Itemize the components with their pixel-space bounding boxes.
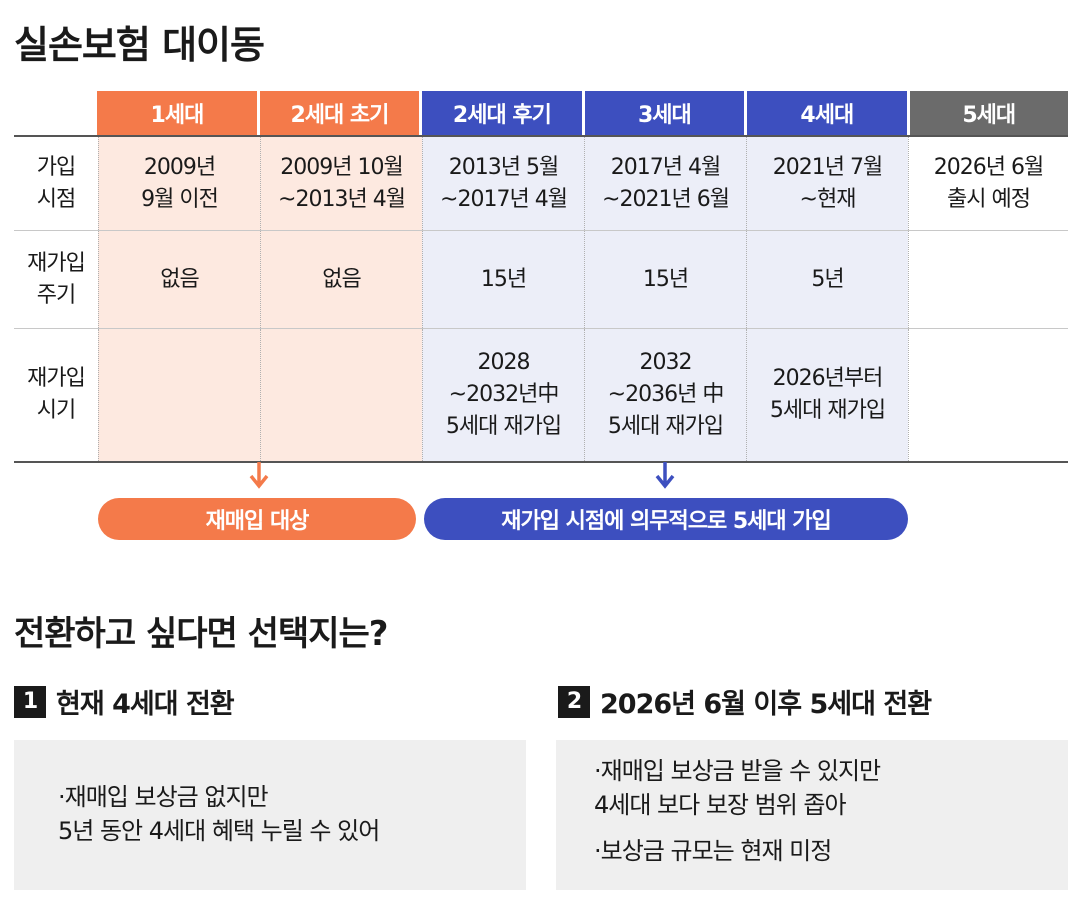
table-cell xyxy=(908,329,1068,461)
row-label-join-date: 가입 시점 xyxy=(36,154,76,212)
table-cell: 2021년 7월 ~현재 xyxy=(746,137,908,230)
table-cell: 2032 ~2036년 中 5세대 재가입 xyxy=(584,329,746,461)
option-title: 현재 4세대 전환 xyxy=(56,689,235,720)
header-spacer xyxy=(14,91,97,135)
bullet-text: ·재매입 보상금 받을 수 있지만 4세대 보다 보장 범위 좁아 xyxy=(594,757,881,820)
table-cell: 2017년 4월 ~2021년 6월 xyxy=(584,137,746,230)
table-row: 재가입 시기 2028 ~2032년中 5세대 재가입 2032 ~2036년 … xyxy=(14,329,1068,461)
table-cell: 2009년 9월 이전 xyxy=(98,137,260,230)
table-cell: 2009년 10월 ~2013년 4월 xyxy=(260,137,422,230)
table-cell xyxy=(908,231,1068,328)
header-gen4: 4세대 xyxy=(747,91,907,135)
table-cell xyxy=(260,329,422,461)
table-cell: 2013년 5월 ~2017년 4월 xyxy=(422,137,584,230)
header-gen1: 1세대 xyxy=(97,91,257,135)
bullet-text: ·보상금 규모는 현재 미정 xyxy=(594,837,832,866)
option-1-heading: 1 현재 4세대 전환 xyxy=(14,682,235,721)
header-gen3: 3세대 xyxy=(584,91,745,135)
option-1-box: ·재매입 보상금 없지만 5년 동안 4세대 혜택 누릴 수 있어 xyxy=(14,740,526,890)
bullet-text: ·재매입 보상금 없지만 5년 동안 4세대 혜택 누릴 수 있어 xyxy=(58,783,380,846)
option-2-heading: 2 2026년 6월 이후 5세대 전환 xyxy=(558,682,932,721)
row-label-renewal-period: 재가입 시기 xyxy=(27,366,86,423)
table-body: 가입 시점 2009년 9월 이전 2009년 10월 ~2013년 4월 20… xyxy=(14,135,1068,463)
table-header-row: 1세대 2세대 초기 2세대 후기 3세대 4세대 5세대 xyxy=(14,91,1069,135)
repurchase-target-pill: 재매입 대상 xyxy=(98,498,416,540)
page-title: 실손보험 대이동 xyxy=(14,23,265,67)
table-cell: 2026년 6월 출시 예정 xyxy=(908,137,1068,230)
header-gen5: 5세대 xyxy=(909,91,1069,135)
table-cell xyxy=(98,329,260,461)
table-cell: 15년 xyxy=(584,231,746,328)
table-row: 가입 시점 2009년 9월 이전 2009년 10월 ~2013년 4월 20… xyxy=(14,137,1068,231)
option-number-badge: 2 xyxy=(558,685,590,718)
table-cell: 2028 ~2032년中 5세대 재가입 xyxy=(422,329,584,461)
section-subtitle: 전환하고 싶다면 선택지는? xyxy=(14,614,388,654)
mandatory-gen5-pill: 재가입 시점에 의무적으로 5세대 가입 xyxy=(424,498,908,540)
table-cell: 2026년부터 5세대 재가입 xyxy=(746,329,908,461)
table-row: 재가입 주기 없음 없음 15년 15년 5년 xyxy=(14,231,1068,329)
option-title: 2026년 6월 이후 5세대 전환 xyxy=(600,689,932,720)
table-cell: 15년 xyxy=(422,231,584,328)
row-label-renewal-cycle: 재가입 주기 xyxy=(27,250,86,308)
header-gen2-late: 2세대 후기 xyxy=(422,91,582,135)
header-gen2-early: 2세대 초기 xyxy=(259,91,420,135)
table-cell: 없음 xyxy=(98,231,260,328)
table-cell: 없음 xyxy=(260,231,422,328)
option-2-box: ·재매입 보상금 받을 수 있지만 4세대 보다 보장 범위 좁아 ·보상금 규… xyxy=(556,740,1068,890)
option-number-badge: 1 xyxy=(14,685,46,718)
generation-comparison-table: 1세대 2세대 초기 2세대 후기 3세대 4세대 5세대 가입 시점 2009… xyxy=(14,91,1069,463)
table-cell: 5년 xyxy=(746,231,908,328)
